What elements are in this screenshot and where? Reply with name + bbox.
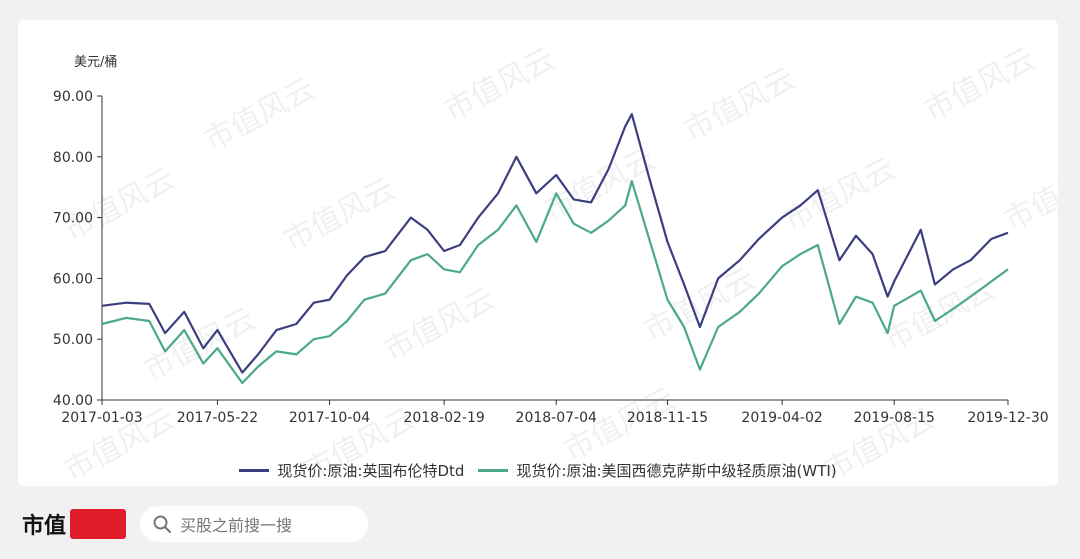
y-tick-label: 60.00 xyxy=(53,271,93,287)
x-tick-label: 2018-07-04 xyxy=(516,410,597,426)
logo-text: 市值 xyxy=(22,513,67,539)
search-placeholder: 买股之前搜一搜 xyxy=(180,516,293,535)
legend-swatch xyxy=(239,469,270,472)
chart-card: 市值风云 市值风云 市值风云 市值风云 市值风云 市值风云 市值风云 市值风云 市值风云 市值风云… xyxy=(18,20,1058,486)
series-line-1 xyxy=(101,113,1009,374)
x-tick-label: 2018-02-19 xyxy=(403,410,484,426)
y-tick-label: 40.00 xyxy=(53,393,93,409)
x-tick-label: 2019-08-15 xyxy=(854,410,935,426)
search-icon xyxy=(153,515,172,533)
y-tick-label: 80.00 xyxy=(53,150,93,166)
legend-label: 现货价:原油:英国布伦特Dtd xyxy=(277,462,465,480)
brand-logo[interactable]: 市值 xyxy=(22,508,127,540)
legend-item-1[interactable]: 现货价:原油:英国布伦特Dtd xyxy=(239,460,464,481)
x-tick-label: 2019-12-30 xyxy=(967,410,1048,426)
x-tick-label: 2017-01-03 xyxy=(61,410,142,426)
legend-item-2[interactable]: 现货价:原油:美国西德克萨斯中级轻质原油(WTI) xyxy=(478,460,837,481)
y-tick-label: 50.00 xyxy=(53,332,93,348)
y-tick-label: 90.00 xyxy=(53,89,93,105)
footer-bar: 市值 买股之前搜一搜 xyxy=(0,500,1080,548)
chart-legend: 现货价:原油:英国布伦特Dtd 现货价:原油:美国西德克萨斯中级轻质原油(WTI) xyxy=(18,460,1058,481)
legend-swatch xyxy=(478,469,509,472)
x-tick-label: 2018-11-15 xyxy=(627,410,708,426)
x-tick-label: 2019-04-02 xyxy=(741,410,822,426)
x-tick-label: 2017-10-04 xyxy=(289,410,370,426)
line-chart: 美元/桶90.0080.0070.0060.0050.0040.002017-0… xyxy=(53,55,1049,426)
y-unit-label: 美元/桶 xyxy=(74,55,117,70)
legend-label: 现货价:原油:美国西德克萨斯中级轻质原油(WTI) xyxy=(516,462,837,480)
logo-mark-icon xyxy=(70,509,127,539)
y-tick-label: 70.00 xyxy=(53,211,93,227)
series-line-2 xyxy=(101,180,1009,385)
search-box[interactable]: 买股之前搜一搜 xyxy=(140,506,369,542)
x-tick-label: 2017-05-22 xyxy=(177,410,258,426)
